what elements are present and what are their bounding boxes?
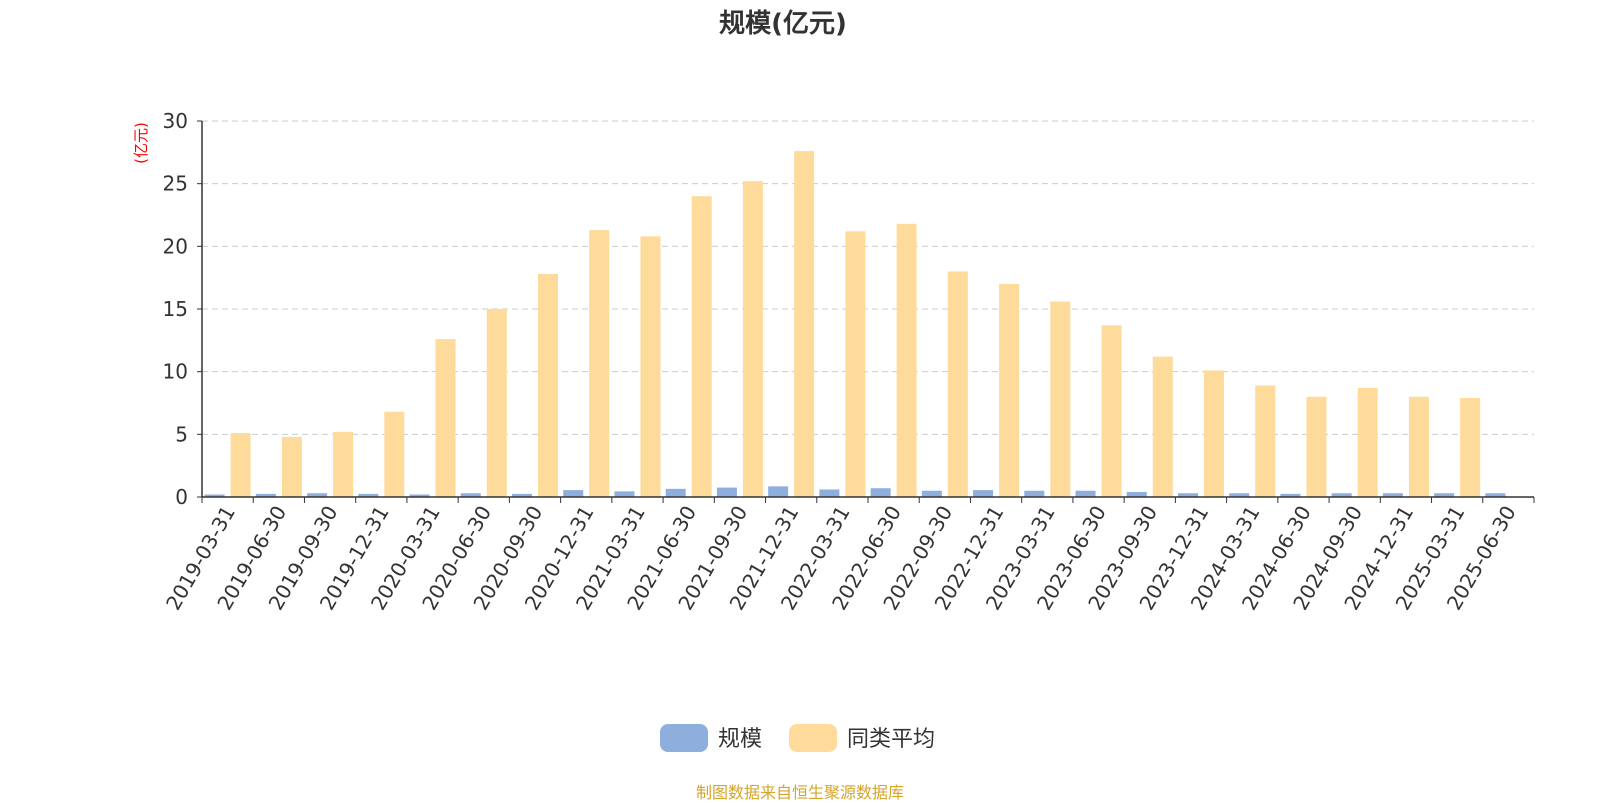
y-tick-label: 30 [163,109,188,133]
bar-peer-average [230,433,251,497]
y-tick-label: 15 [163,297,188,321]
bar-peer-average [640,236,661,497]
bar-peer-average [589,230,610,498]
bar-peer-average [384,411,405,497]
legend: 规模 同类平均 [660,724,935,752]
bar-peer-average [742,181,763,497]
legend-swatch [660,724,708,752]
bar-scale [409,494,430,497]
bar-scale [768,486,789,497]
y-axis-label: (亿元) [132,122,150,164]
bar-peer-average [538,273,558,497]
y-tick-label: 5 [175,422,188,446]
bar-peer-average [947,271,968,497]
bar-peer-average [435,339,456,497]
legend-swatch [789,724,837,752]
bar-peer-average [999,283,1020,497]
bar-scale [255,493,276,497]
bar-scale [563,490,584,497]
bar-peer-average [1357,387,1378,497]
bar-scale [1229,493,1250,497]
legend-label: 规模 [718,727,762,752]
bar-scale [1075,490,1096,497]
y-tick-label: 25 [163,172,188,196]
bar-scale [1331,493,1352,497]
bars [204,151,1506,498]
bar-peer-average [1152,356,1173,497]
bar-peer-average [486,309,507,497]
bar-scale [973,490,994,497]
bar-scale [921,490,942,497]
bar-scale [1485,493,1506,497]
bar-peer-average [1050,301,1071,497]
bar-scale [716,487,737,497]
bar-scale [819,489,840,497]
y-tick-label: 20 [163,234,188,258]
bar-peer-average [1101,325,1122,497]
bar-scale [1434,493,1455,497]
bar-scale [358,493,379,497]
bar-peer-average [1306,396,1327,497]
bar-scale [307,493,328,497]
bar-scale [460,493,481,497]
bar-peer-average [1408,396,1429,497]
bar-scale [512,493,532,497]
y-tick-label: 10 [163,360,188,384]
bar-scale [1024,490,1045,497]
bar-scale [870,488,891,497]
bar-scale [1178,493,1198,497]
bar-peer-average [896,223,917,498]
bar-peer-average [845,231,866,497]
bar-peer-average [1204,370,1224,497]
chart-title: 规模(亿元) [719,9,847,39]
bar-peer-average [281,436,302,497]
y-tick-label: 0 [175,485,188,509]
bar-peer-average [1255,385,1276,497]
bar-peer-average [794,151,815,497]
bar-scale [204,494,225,497]
bar-peer-average [1460,397,1481,497]
bar-scale [1126,491,1147,497]
bar-scale [665,488,686,497]
bar-scale [614,491,635,497]
bar-scale [1382,493,1403,497]
legend-label: 同类平均 [847,727,935,752]
bar-peer-average [691,196,712,497]
data-source-note: 制图数据来自恒生聚源数据库 [695,783,904,802]
grid-lines [202,120,1534,435]
bar-peer-average [333,431,354,497]
bar-scale [1280,493,1301,497]
